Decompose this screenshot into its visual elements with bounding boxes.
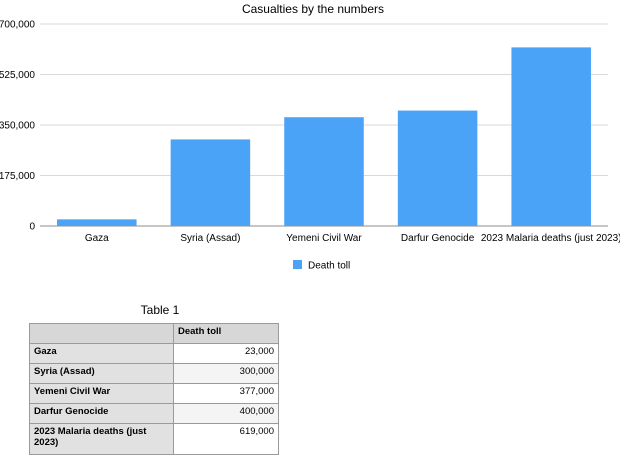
chart-title: Casualties by the numbers bbox=[242, 2, 384, 16]
bar bbox=[511, 47, 591, 227]
x-category-label: Darfur Genocide bbox=[401, 233, 475, 244]
table-header-death-toll: Death toll bbox=[173, 323, 279, 344]
table-row-label: 2023 Malaria deaths (just 2023) bbox=[29, 423, 174, 455]
table-row-value: 400,000 bbox=[173, 403, 279, 424]
table-row-label: Yemeni Civil War bbox=[29, 383, 174, 404]
legend-swatch bbox=[293, 260, 302, 269]
bar bbox=[57, 219, 137, 226]
y-tick-label: 700,000 bbox=[0, 20, 35, 31]
y-tick-label: 0 bbox=[29, 222, 35, 233]
x-category-label: Gaza bbox=[85, 233, 109, 244]
table-row-label: Gaza bbox=[29, 343, 174, 364]
bar bbox=[170, 139, 251, 226]
table-row-value: 300,000 bbox=[173, 363, 279, 384]
x-category-label: Yemeni Civil War bbox=[286, 233, 362, 244]
x-category-label: 2023 Malaria deaths (just 2023) bbox=[481, 233, 620, 244]
table-row-value: 619,000 bbox=[173, 423, 279, 455]
table-header-row: Death toll bbox=[29, 323, 279, 344]
bar bbox=[284, 117, 364, 226]
table-row-value: 377,000 bbox=[173, 383, 279, 404]
table-row-label: Syria (Assad) bbox=[29, 363, 174, 384]
bar bbox=[397, 110, 478, 226]
legend-label: Death toll bbox=[308, 261, 350, 272]
table-row-label: Darfur Genocide bbox=[29, 403, 174, 424]
table-row: Syria (Assad) 300,000 bbox=[29, 363, 279, 384]
table-row-value: 23,000 bbox=[173, 343, 279, 364]
table-row: Gaza 23,000 bbox=[29, 343, 279, 364]
y-tick-label: 525,000 bbox=[0, 70, 35, 81]
table-header-corner bbox=[29, 323, 174, 344]
table-row: Darfur Genocide 400,000 bbox=[29, 403, 279, 424]
table-row: 2023 Malaria deaths (just 2023) 619,000 bbox=[29, 423, 279, 455]
bar-chart: Casualties by the numbers 0 175,000 350,00… bbox=[0, 2, 620, 272]
data-table: Death toll Gaza 23,000 Syria (Assad) 300… bbox=[29, 323, 279, 455]
table-title: Table 1 bbox=[140, 303, 180, 317]
x-category-label: Syria (Assad) bbox=[180, 233, 240, 244]
y-tick-label: 175,000 bbox=[0, 171, 35, 182]
y-tick-label: 350,000 bbox=[0, 121, 35, 132]
table-row: Yemeni Civil War 377,000 bbox=[29, 383, 279, 404]
